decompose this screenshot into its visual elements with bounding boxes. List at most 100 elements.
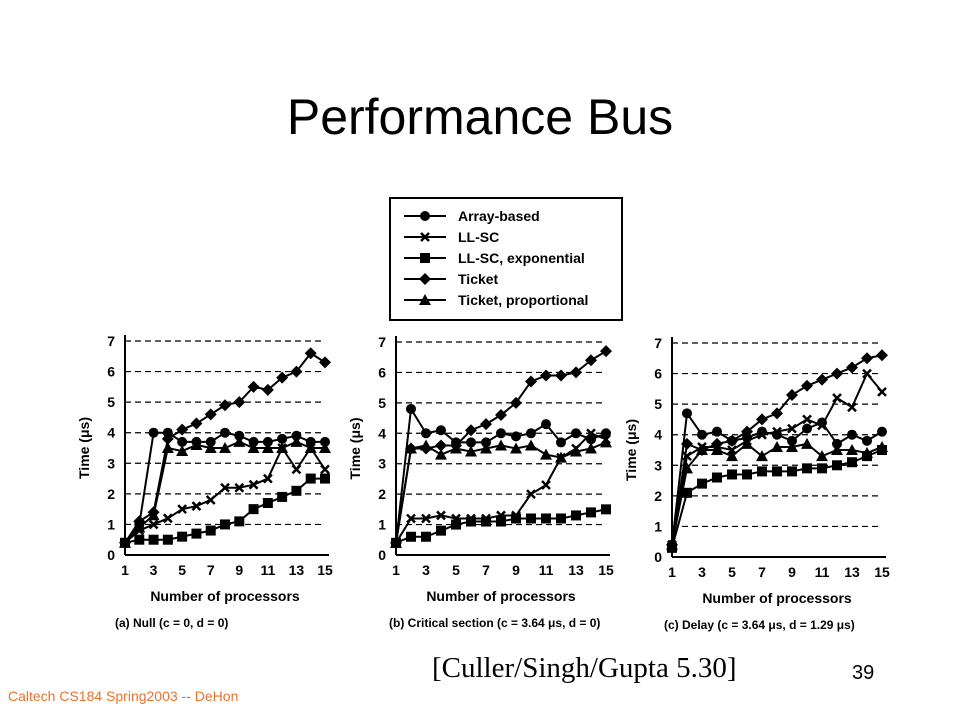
data-point [801,379,813,392]
data-point [480,442,492,454]
data-point [555,451,567,463]
data-point [162,534,173,545]
data-point [305,473,316,484]
data-point [220,427,230,438]
data-point [248,504,259,515]
legend-marker [419,294,431,305]
data-point [831,367,843,380]
data-point [436,525,446,536]
chart-caption: (c) Delay (c = 3.64 μs, d = 1.29 μs) [664,618,855,632]
slide-title: Performance Bus [286,89,674,145]
data-point [787,435,797,446]
data-point [511,431,521,442]
y-tick-label: 7 [654,335,662,351]
data-point [787,423,797,434]
data-point [666,538,678,550]
x-tick-label: 3 [150,562,158,578]
chart-caption: (b) Critical section (c = 3.64 μs, d = 0… [389,616,600,630]
legend-label: Ticket, proportional [458,292,588,308]
data-point [205,436,216,447]
data-point [540,448,552,460]
footer-text: Caltech CS184 Spring2003 -- DeHon [8,688,239,704]
legend-item: Ticket [404,271,499,287]
data-point [712,426,722,437]
series-ll-sc-exponential [667,445,887,553]
data-point [861,352,873,365]
y-tick-label: 2 [107,486,115,502]
data-point [496,516,506,527]
data-point [205,525,216,536]
series-ll-sc-exponential [391,504,611,548]
data-point [234,430,245,441]
data-point [161,432,174,445]
data-point [319,442,331,453]
data-point [262,436,273,447]
x-tick-label: 1 [121,562,129,578]
data-point [277,433,288,444]
data-point [405,442,417,454]
data-point [465,445,477,457]
data-point [247,380,260,393]
series-ticket-proportional [119,435,331,548]
data-point [742,469,752,480]
data-point [219,442,231,453]
data-point [712,472,722,483]
legend-marker [420,232,430,242]
data-point [176,445,189,457]
data-point [571,428,581,439]
legend-marker [420,253,430,263]
data-point [586,428,596,439]
data-point [877,387,887,397]
data-point [876,349,888,362]
data-point [801,437,813,449]
data-point [320,473,330,484]
data-point [771,407,783,420]
x-tick-label: 13 [289,562,305,578]
data-point [861,447,873,459]
data-point [802,463,812,474]
x-tick-label: 1 [392,562,400,578]
y-tick-label: 4 [107,425,115,441]
x-tick-label: 15 [598,562,614,578]
data-point [290,435,303,447]
data-point [290,365,303,378]
y-tick-label: 6 [654,366,662,382]
x-tick-label: 11 [815,564,830,580]
data-point [191,528,202,539]
x-tick-label: 3 [698,564,706,580]
x-tick-label: 7 [482,562,490,578]
data-point [304,347,317,360]
data-point [682,408,692,419]
y-tick-label: 0 [378,547,386,563]
data-point [526,428,536,439]
legend-item: Ticket, proportional [404,292,588,308]
data-point [134,534,145,545]
y-tick-label: 1 [107,516,115,532]
data-point [205,495,216,505]
x-axis-label: Number of processors [150,588,300,604]
data-point [757,429,767,440]
x-tick-label: 13 [844,564,860,580]
data-point [570,366,582,379]
data-point [847,457,857,468]
data-point [585,442,597,454]
data-point [421,531,431,542]
data-point [220,519,230,530]
data-point [148,427,159,438]
data-point [571,510,581,521]
data-point [846,444,858,455]
series-ticket-proportional [666,437,888,550]
y-axis-label: Time (μs) [623,419,639,481]
data-point [304,442,317,453]
data-point [435,439,447,452]
data-point [204,408,217,421]
data-point [696,444,708,455]
data-point [556,437,566,448]
data-point [465,424,477,437]
data-point [248,479,259,490]
data-point [570,445,582,457]
y-tick-label: 3 [107,455,115,471]
y-tick-label: 1 [378,517,386,533]
data-point [233,435,246,447]
data-point [510,442,522,454]
